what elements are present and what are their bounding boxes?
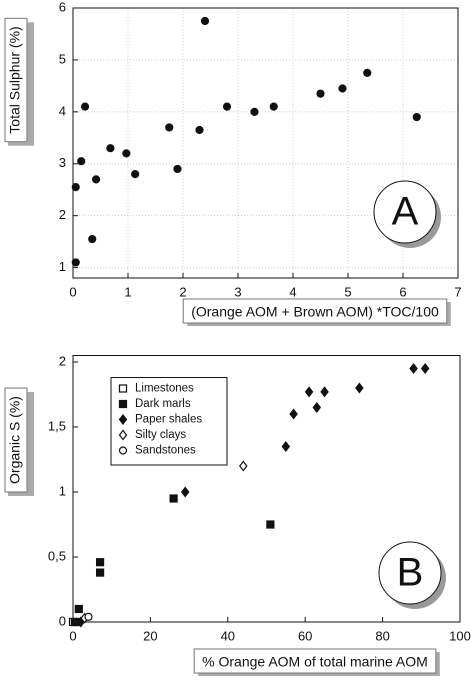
x-tick-label: 3 — [234, 284, 241, 299]
point — [281, 441, 291, 452]
x-tick-label: 0 — [69, 628, 76, 643]
x-tick-label: 4 — [289, 284, 296, 299]
plot-frame — [72, 7, 459, 279]
legend-marker — [118, 384, 128, 393]
point — [71, 183, 80, 192]
y-axis-label: Organic S (%) — [7, 396, 23, 484]
point — [88, 234, 97, 244]
label-box — [193, 648, 437, 674]
y-tick-label: 5 — [59, 51, 66, 66]
y-tick-label: 1,5 — [48, 418, 66, 433]
point — [222, 102, 232, 111]
point — [420, 363, 430, 374]
legend-label: Dark marls — [135, 398, 191, 410]
point — [269, 102, 278, 111]
label-box — [4, 387, 28, 493]
point — [304, 386, 314, 398]
point — [95, 568, 105, 577]
legend-box — [110, 377, 228, 466]
point — [239, 460, 248, 472]
point — [200, 16, 210, 26]
x-axis-label: (Orange AOM + Brown AOM) *TOC/100 — [191, 304, 439, 320]
point — [80, 102, 90, 111]
point — [169, 494, 178, 503]
point — [250, 107, 259, 116]
legend-label: Sandstones — [135, 445, 196, 457]
x-tick-label: 7 — [454, 284, 461, 299]
x-tick-label: 40 — [221, 628, 235, 643]
point — [412, 112, 421, 122]
point — [122, 149, 131, 158]
point — [320, 386, 329, 398]
point — [195, 125, 204, 135]
y-tick-label: 2 — [59, 207, 66, 222]
legend-label: Paper shales — [135, 414, 202, 426]
y-tick-label: 3 — [59, 155, 66, 170]
point — [77, 157, 86, 166]
x-tick-label: 6 — [399, 284, 406, 299]
legend-marker — [118, 414, 128, 425]
legend-marker — [118, 429, 128, 441]
point — [289, 408, 298, 420]
legend-marker — [118, 399, 128, 409]
point — [316, 89, 325, 98]
point — [84, 612, 93, 621]
point — [266, 520, 275, 529]
annotation-disc — [373, 180, 437, 244]
point — [95, 558, 105, 567]
y-tick-label: 4 — [59, 103, 66, 118]
y-tick-label: 1 — [59, 259, 66, 274]
point — [71, 258, 80, 267]
y-tick-label: 2 — [59, 353, 66, 368]
x-tick-label: 1 — [124, 284, 131, 299]
annotation-disc — [378, 541, 442, 605]
point — [74, 604, 83, 614]
x-axis-label: % Orange AOM of total marine AOM — [202, 654, 428, 670]
point — [173, 164, 182, 174]
y-tick-label: 0 — [59, 613, 66, 628]
plot-frame — [72, 355, 461, 623]
y-tick-label: 1 — [59, 483, 66, 498]
y-tick-label: 6 — [59, 0, 66, 14]
legend-label: Silty clays — [135, 429, 186, 441]
point — [106, 144, 115, 153]
point — [409, 363, 418, 374]
point — [180, 486, 190, 498]
legend-label: Limestones — [135, 383, 194, 395]
y-tick-label: 0,5 — [48, 548, 66, 563]
point — [355, 382, 364, 394]
point — [338, 84, 347, 93]
annotation: B — [397, 551, 424, 595]
point — [91, 175, 101, 184]
x-tick-label: 80 — [375, 628, 389, 643]
x-tick-label: 2 — [179, 284, 186, 299]
point — [312, 402, 322, 413]
x-tick-label: 60 — [298, 628, 312, 643]
x-tick-label: 20 — [143, 628, 157, 643]
point — [165, 123, 174, 132]
label-box — [182, 298, 448, 324]
legend-marker — [118, 446, 128, 455]
point — [363, 68, 372, 78]
x-tick-label: 0 — [69, 284, 76, 299]
annotation: A — [392, 190, 419, 234]
x-tick-label: 100 — [449, 628, 471, 643]
label-box — [4, 17, 28, 143]
x-tick-label: 5 — [344, 284, 351, 299]
point — [131, 170, 140, 179]
y-axis-label: Total Sulphur (%) — [7, 26, 23, 133]
